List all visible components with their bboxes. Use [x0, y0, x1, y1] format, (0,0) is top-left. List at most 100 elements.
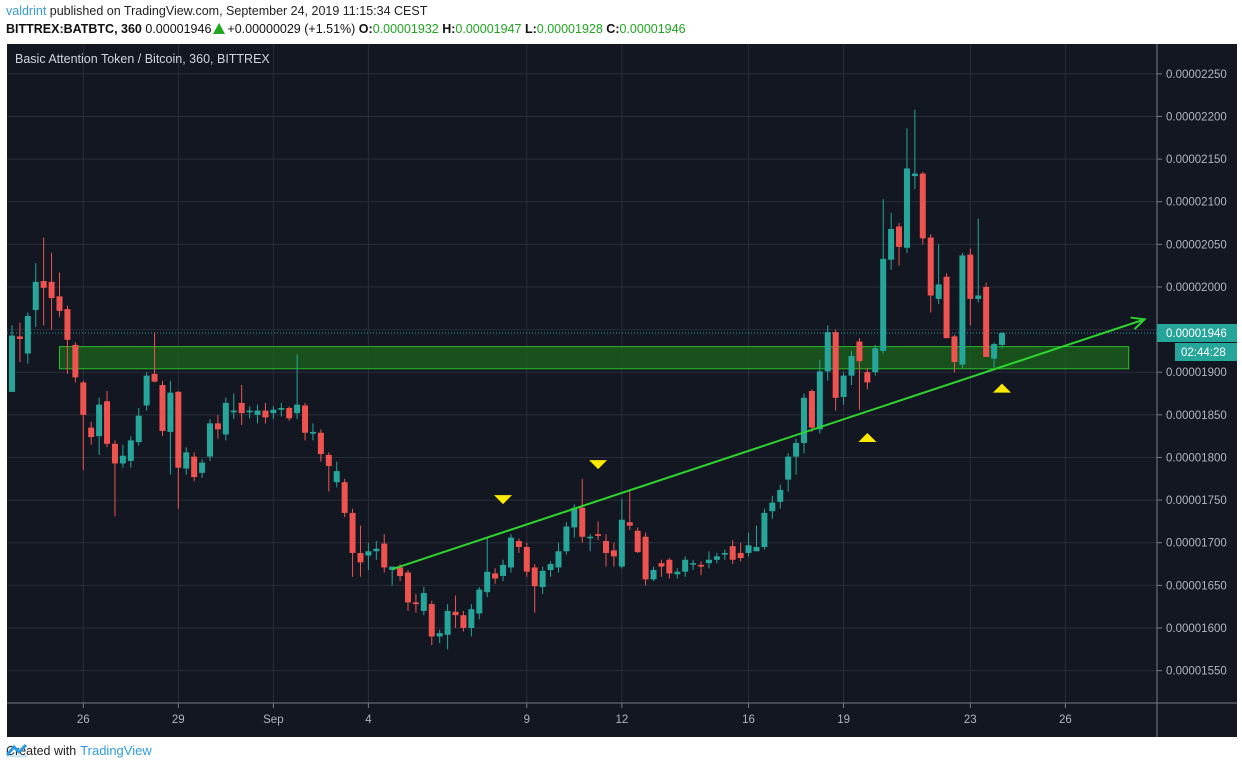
- candlestick-chart[interactable]: 0.00001550 0.00001600 0.00001650 0.00001700…: [7, 44, 1237, 737]
- y-tick-label: 0.00001650: [1166, 580, 1227, 592]
- candle-up: [674, 571, 681, 575]
- trendline-arrow-icon: [1130, 316, 1147, 330]
- candle-up: [650, 570, 657, 580]
- candle-down: [214, 423, 221, 430]
- candle-down: [397, 567, 404, 576]
- candle-down: [151, 373, 158, 382]
- candle-down: [896, 226, 903, 247]
- author-link[interactable]: valdrint: [6, 4, 47, 18]
- candle-up: [143, 375, 150, 406]
- open-value: 0.00001932: [372, 22, 439, 36]
- y-tick-label: 0.00001700: [1166, 538, 1227, 550]
- candle-down: [531, 567, 538, 587]
- down-triangle-marker-icon: [589, 460, 608, 470]
- x-tick-label: 16: [742, 714, 755, 726]
- chart[interactable]: 0.00001550 0.00001600 0.00001650 0.00001700…: [7, 44, 1237, 737]
- candle-down: [658, 563, 665, 567]
- down-triangle-marker-icon: [494, 495, 513, 505]
- candle-down: [56, 296, 63, 311]
- candle-up: [682, 559, 689, 572]
- candle-up: [872, 348, 879, 373]
- tradingview-brand[interactable]: TradingView: [80, 743, 152, 758]
- candle-up: [270, 409, 277, 414]
- x-tick-label: 12: [615, 714, 628, 726]
- candle-down: [159, 385, 166, 432]
- candle-up: [959, 255, 966, 365]
- footer: Created with TradingView: [6, 743, 152, 758]
- up-triangle-marker-icon: [993, 383, 1011, 393]
- candle-up: [24, 315, 31, 354]
- candle-up: [199, 462, 206, 473]
- candle-down: [523, 546, 530, 572]
- candle-up: [769, 502, 776, 512]
- up-arrow-icon: [213, 23, 226, 34]
- candle-down: [864, 372, 871, 383]
- x-tick-label: 9: [524, 714, 530, 726]
- x-tick-label: 29: [172, 714, 185, 726]
- open-label: O:: [358, 22, 373, 36]
- candle-up: [690, 563, 697, 565]
- candle-down: [302, 405, 309, 433]
- candle-up: [119, 455, 126, 464]
- y-tick-label: 0.00002150: [1166, 154, 1227, 166]
- symbol-info: BITTREX:BATBTC, 360 0.00001946 +0.0000002…: [6, 22, 686, 36]
- candle-up: [801, 397, 807, 443]
- candle-up: [555, 551, 562, 568]
- candle-down: [428, 604, 435, 637]
- candle-up: [507, 537, 514, 568]
- candle-down: [698, 564, 705, 567]
- candle-up: [903, 168, 910, 248]
- x-tick-label: 19: [837, 714, 850, 726]
- candle-up: [183, 452, 190, 469]
- current-price-label: 0.00001946: [1166, 328, 1227, 340]
- candle-down: [40, 281, 47, 288]
- y-tick-label: 0.00002250: [1166, 69, 1227, 81]
- support-zone: [59, 346, 1130, 370]
- candle-up: [436, 633, 443, 637]
- candle-up: [420, 593, 427, 611]
- candle-up: [9, 335, 15, 392]
- candle-up: [476, 589, 483, 614]
- candle-up: [500, 564, 507, 576]
- symbol: BITTREX:BATBTC, 360: [6, 22, 142, 36]
- candle-up: [468, 609, 475, 628]
- candle-down: [349, 512, 356, 553]
- candle-down: [80, 382, 87, 415]
- candle-down: [48, 281, 55, 299]
- candle-up: [484, 571, 491, 593]
- candle-down: [72, 344, 79, 378]
- y-tick-label: 0.00001600: [1166, 623, 1227, 635]
- candle-down: [943, 276, 950, 339]
- candle-down: [88, 427, 95, 438]
- candle-down: [666, 559, 673, 574]
- y-tick-label: 0.00002000: [1166, 282, 1227, 294]
- candle-down: [634, 530, 641, 553]
- candle-up: [563, 526, 570, 552]
- candle-down: [729, 546, 736, 560]
- candle-up: [294, 404, 301, 414]
- candle-up: [880, 258, 887, 351]
- candle-down: [832, 332, 839, 398]
- x-tick-label: Sep: [263, 714, 283, 726]
- candle-up: [777, 489, 784, 502]
- candle-down: [808, 390, 815, 428]
- candle-down: [317, 432, 324, 455]
- candle-down: [357, 552, 364, 563]
- candle-up: [135, 415, 142, 443]
- candle-down: [341, 482, 348, 513]
- high-label: H:: [442, 22, 456, 36]
- publish-info: valdrint published on TradingView.com, S…: [6, 4, 427, 18]
- y-tick-label: 0.00001750: [1166, 495, 1227, 507]
- candle-down: [967, 254, 974, 299]
- candle-up: [333, 471, 340, 483]
- candle-down: [927, 237, 934, 296]
- close-value: 0.00001946: [619, 22, 686, 36]
- candle-up: [785, 456, 792, 480]
- price-change: +0.00000029 (+1.51%): [227, 22, 356, 36]
- current-price-tag: [1157, 324, 1237, 343]
- candle-up: [127, 440, 134, 461]
- candle-down: [286, 408, 293, 419]
- candle-down: [104, 401, 111, 444]
- x-tick-label: 23: [964, 714, 977, 726]
- candle-up: [753, 546, 760, 552]
